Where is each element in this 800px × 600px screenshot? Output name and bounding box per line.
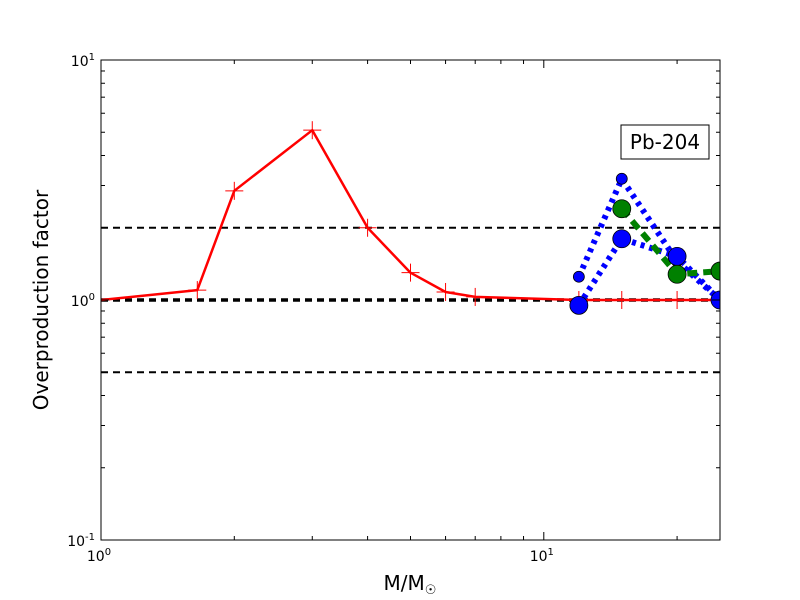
data-point-s0-p9 <box>612 291 631 309</box>
y-tick-label-0: 10-1 <box>67 532 95 550</box>
data-point-s0-p2 <box>225 181 244 200</box>
y-tick-label-1: 100 <box>71 292 95 310</box>
data-point-s3-p0 <box>612 199 632 219</box>
y-tick-label-2: 101 <box>71 52 95 70</box>
series-line-2 <box>576 235 720 307</box>
annotation-label: Pb-204 <box>630 130 700 154</box>
data-point-s1-p0 <box>572 270 585 283</box>
data-point-s0-p3 <box>303 121 322 140</box>
data-point-s1-p1 <box>615 172 628 185</box>
axis-ticks <box>100 59 720 541</box>
data-point-s0-p7 <box>466 287 485 306</box>
data-point-s0-p10 <box>668 291 687 309</box>
data-point-s0-p5 <box>401 263 420 282</box>
data-point-s0-p4 <box>358 218 377 237</box>
y-axis-label: Overproduction factor <box>29 189 53 410</box>
data-point-s0-p1 <box>188 281 207 300</box>
data-point-s0-p6 <box>436 282 455 301</box>
data-point-s2-p2 <box>667 246 687 266</box>
x-axis-label-text: M/M <box>384 571 425 595</box>
x-axis-label: M/M☉ <box>384 571 437 598</box>
series-line-1 <box>576 175 720 303</box>
data-point-s3-p2 <box>710 261 720 281</box>
data-point-s2-p0 <box>569 295 589 315</box>
annotation-frame <box>620 124 710 160</box>
data-point-s3-p1 <box>667 264 687 284</box>
series-line-0 <box>101 128 720 302</box>
data-point-s2-p1 <box>612 229 632 249</box>
x-tick-label-0: 100 <box>87 547 111 565</box>
x-axis-label-subscript: ☉ <box>425 583 437 598</box>
annotation-box: Pb-204 <box>620 124 710 160</box>
x-tick-label-1: 101 <box>530 547 554 565</box>
